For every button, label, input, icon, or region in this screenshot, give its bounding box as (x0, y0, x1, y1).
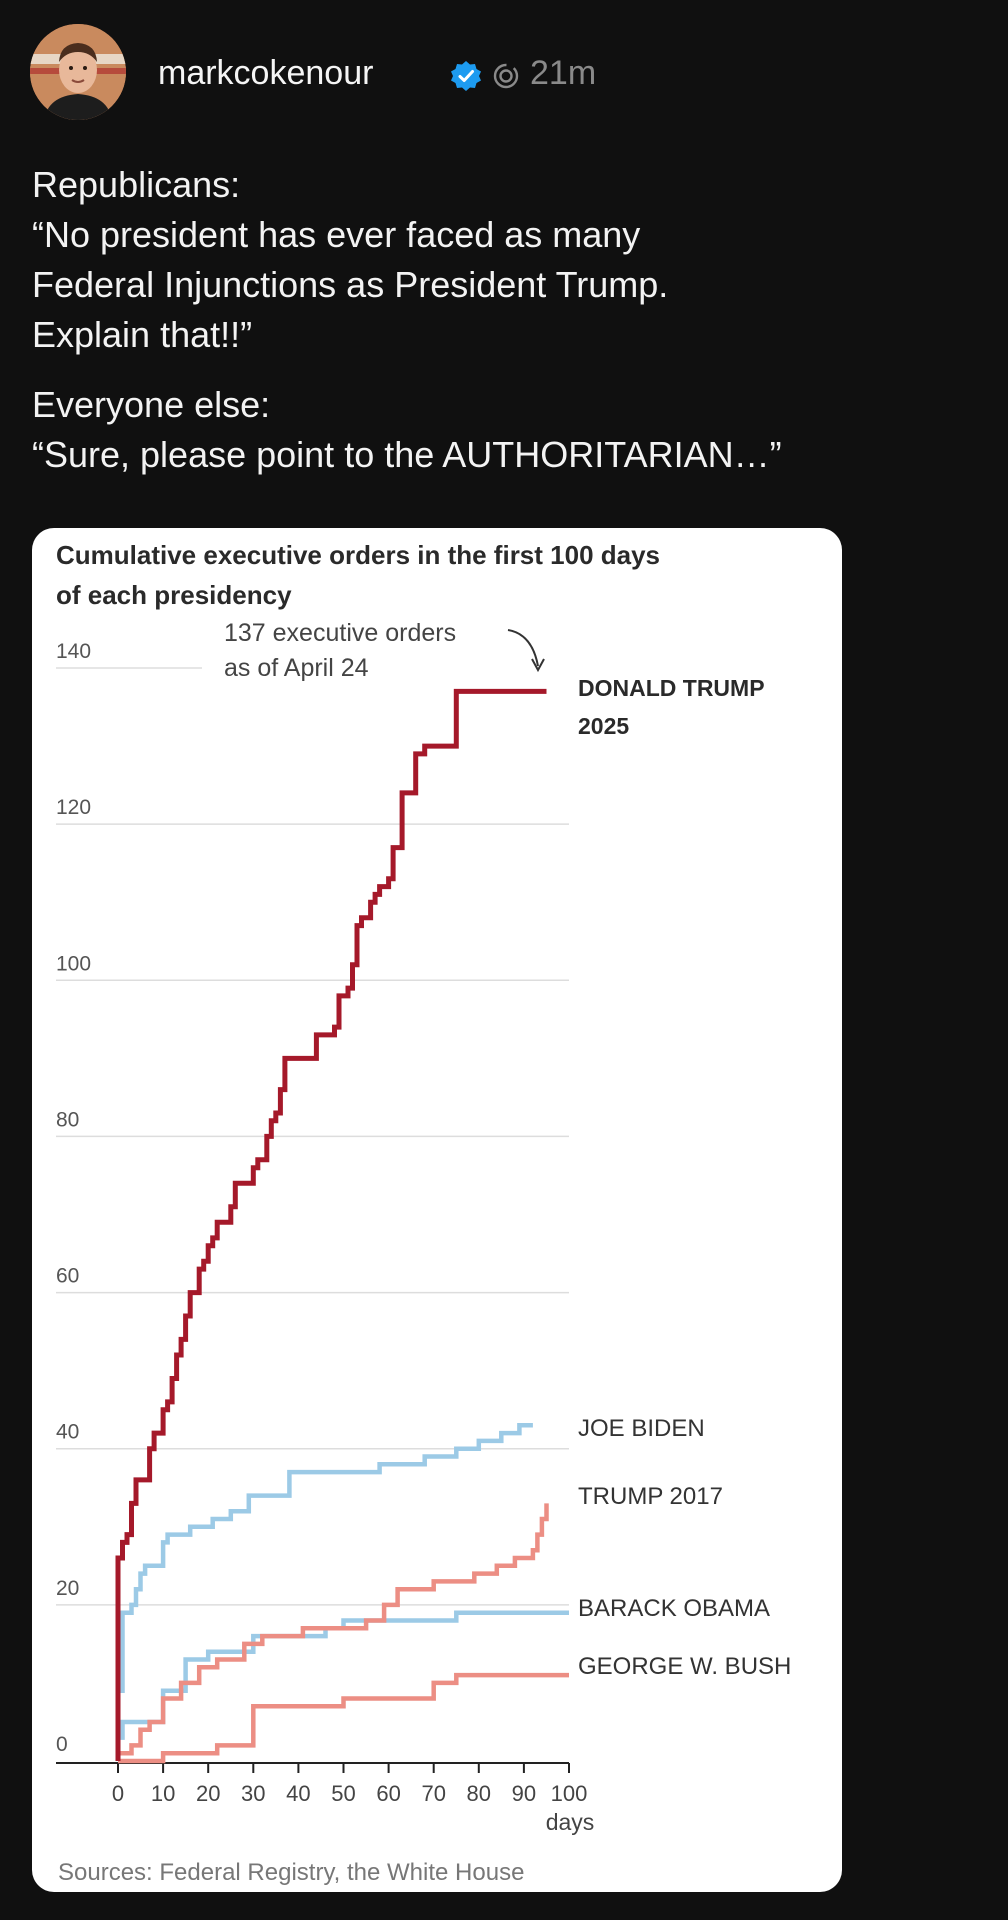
post-line: “Sure, please point to the AUTHORITARIAN… (32, 434, 782, 475)
post-paragraph-1: Republicans: “No president has ever face… (32, 160, 972, 360)
y-tick-label: 100 (56, 952, 91, 975)
chart-source: Sources: Federal Registry, the White Hou… (58, 1859, 524, 1886)
x-tick-label: 70 (421, 1781, 445, 1806)
series-line-george-w-bush (118, 1672, 569, 1764)
x-tick-label: 50 (331, 1781, 355, 1806)
x-tick-label: 10 (151, 1781, 175, 1806)
post-line: “No president has ever faced as many (32, 214, 641, 255)
username[interactable]: markcokenour (158, 54, 374, 92)
x-tick-label: 30 (241, 1781, 265, 1806)
y-tick-label: 120 (56, 796, 91, 819)
x-tick-label: 80 (467, 1781, 491, 1806)
y-tick-label: 140 (56, 640, 91, 663)
series-label: BARACK OBAMA (578, 1595, 770, 1622)
axes: 0 20 40 60 80 100 120 140 0 10 20 30 40 50 60 70 80 90 100 (56, 640, 587, 1806)
annotation-line-1: 137 executive orders (224, 619, 456, 647)
y-tick-label: 80 (56, 1108, 79, 1131)
post-line: Explain that!!” (32, 314, 253, 355)
chart-image-card[interactable]: Cumulative executive orders in the first… (32, 528, 842, 1892)
verified-badge-icon (450, 60, 482, 92)
annotation-line-2: as of April 24 (224, 654, 369, 682)
series-lines (115, 688, 569, 1764)
series-label: TRUMP 2017 (578, 1483, 723, 1510)
x-tick-label: 100 (551, 1781, 588, 1806)
x-tick-label: 60 (376, 1781, 400, 1806)
annotation: 137 executive orders as of April 24 (224, 619, 545, 682)
post-header: markcokenour 21m (30, 24, 970, 124)
post-line: Everyone else: (32, 384, 271, 425)
series-label: JOE BIDEN (578, 1415, 705, 1442)
x-tick-label: 0 (112, 1781, 124, 1806)
series-line-barack-obama (115, 1610, 569, 1761)
x-axis-label: days (546, 1809, 595, 1835)
y-tick-label: 0 (56, 1733, 68, 1756)
x-tick-label: 20 (196, 1781, 220, 1806)
avatar[interactable] (30, 24, 126, 120)
post-body: Republicans: “No president has ever face… (32, 160, 972, 500)
post-paragraph-2: Everyone else: “Sure, please point to th… (32, 380, 972, 480)
x-tick-label: 40 (286, 1781, 310, 1806)
x-tick-label: 90 (512, 1781, 536, 1806)
executive-orders-chart: Cumulative executive orders in the first… (56, 540, 791, 1886)
series-label: GEORGE W. BUSH (578, 1653, 791, 1680)
y-tick-label: 60 (56, 1265, 79, 1288)
y-tick-label: 40 (56, 1421, 79, 1444)
chart-title-line-1: Cumulative executive orders in the first… (56, 540, 660, 570)
chart-title: Cumulative executive orders in the first… (56, 540, 660, 610)
series-line-trump-2017 (115, 1503, 549, 1761)
series-line-donald-trump-2025 (115, 688, 547, 1761)
post-line: Republicans: (32, 164, 241, 205)
chart-title-line-2: of each presidency (56, 580, 292, 610)
avatar-image (30, 24, 126, 120)
series-label: DONALD TRUMP (578, 675, 765, 701)
gridlines (56, 667, 569, 1606)
ai-label-icon[interactable] (490, 60, 522, 92)
series-labels: DONALD TRUMP 2025 JOE BIDEN TRUMP 2017 BARAC… (578, 675, 791, 1680)
y-tick-label: 20 (56, 1577, 79, 1600)
annotation-arrowhead-icon (531, 658, 545, 673)
annotation-arrow-icon (507, 629, 539, 667)
series-line-joe-biden (115, 1423, 533, 1761)
series-label: 2025 (578, 713, 629, 739)
post-line: Federal Injunctions as President Trump. (32, 264, 669, 305)
post-time: 21m (530, 54, 597, 92)
